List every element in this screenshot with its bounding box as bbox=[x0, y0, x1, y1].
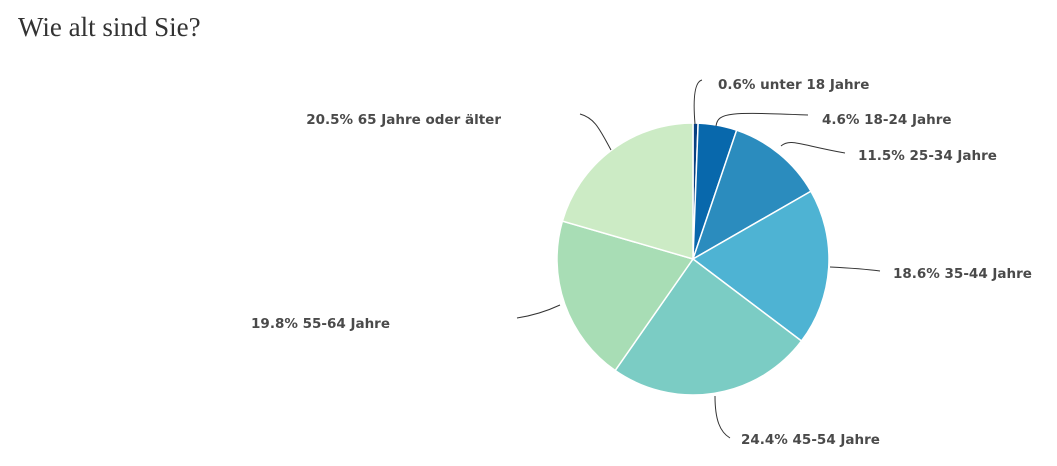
leader-line bbox=[714, 395, 731, 439]
data-label: 11.5% 25-34 Jahre bbox=[858, 148, 997, 164]
data-label: 20.5% 65 Jahre oder älter bbox=[306, 112, 501, 128]
data-label: 24.4% 45-54 Jahre bbox=[741, 432, 880, 448]
chart-title: Wie alt sind Sie? bbox=[18, 12, 201, 42]
pie-slice-6[interactable] bbox=[556, 220, 695, 372]
data-label: 19.8% 55-64 Jahre bbox=[251, 316, 390, 332]
leader-line bbox=[715, 112, 809, 127]
pie-slice-4[interactable] bbox=[691, 190, 830, 343]
data-label: 18.6% 35-44 Jahre bbox=[893, 266, 1032, 282]
data-label: 0.6% unter 18 Jahre bbox=[718, 77, 869, 93]
leader-line bbox=[829, 266, 881, 272]
data-label: 4.6% 18-24 Jahre bbox=[822, 112, 952, 128]
pie-slice-3[interactable] bbox=[691, 129, 812, 261]
leader-line bbox=[693, 79, 703, 125]
pie-slice-5[interactable] bbox=[614, 257, 803, 396]
leader-line bbox=[579, 113, 612, 151]
leader-line bbox=[780, 141, 846, 154]
leader-line bbox=[516, 304, 561, 319]
pie-slice-7[interactable] bbox=[561, 122, 694, 260]
